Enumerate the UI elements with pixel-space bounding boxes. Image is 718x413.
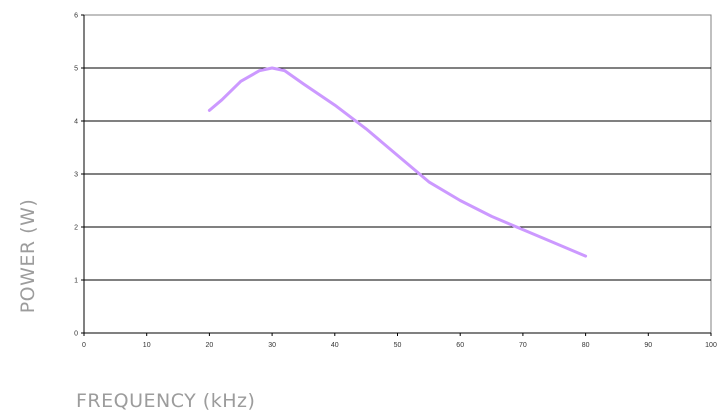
data-point-0-12 — [490, 215, 493, 218]
y-ticks: 0 1 2 3 4 5 6 — [74, 13, 84, 338]
x-tick-label-3: 30 — [268, 342, 276, 349]
data-point-0-4 — [270, 66, 274, 70]
y-tick-label-1: 1 — [74, 278, 78, 285]
data-point-0-15 — [584, 254, 587, 258]
x-tick-label-4: 40 — [331, 342, 339, 349]
data-point-0-7 — [333, 103, 336, 107]
data-point-0-11 — [459, 199, 462, 202]
data-point-0-6 — [302, 82, 305, 86]
x-tick-label-8: 80 — [582, 342, 590, 349]
data-point-0-8 — [364, 127, 368, 131]
data-point-0-13 — [521, 228, 525, 231]
y-tick-label-6: 6 — [74, 13, 78, 20]
series-layer — [207, 66, 588, 258]
x-tick-label-0: 0 — [82, 342, 86, 349]
y-tick-label-2: 2 — [74, 225, 78, 232]
y-tick-label-0: 0 — [74, 331, 78, 338]
data-point-0-14 — [553, 241, 556, 245]
x-tick-label-1: 10 — [143, 342, 151, 349]
y-tick-label-3: 3 — [74, 172, 78, 179]
data-point-0-3 — [258, 69, 261, 72]
x-tick-label-6: 60 — [456, 342, 464, 349]
x-tick-label-9: 90 — [644, 342, 652, 349]
x-tick-label-10: 100 — [705, 342, 717, 349]
grid-lines — [84, 67, 711, 281]
data-point-0-1 — [220, 98, 224, 102]
data-point-0-5 — [283, 69, 286, 72]
data-point-0-10 — [427, 180, 431, 184]
y-tick-label-5: 5 — [74, 66, 78, 73]
x-axis-title: FREQUENCY (kHz) — [76, 390, 255, 412]
series-line-0 — [207, 66, 588, 258]
data-point-0-0 — [208, 109, 211, 112]
x-ticks: 0 10 20 30 40 50 60 70 80 90 100 — [82, 333, 717, 349]
y-tick-label-4: 4 — [74, 119, 78, 126]
y-axis-title: POWER (W) — [17, 199, 39, 314]
x-tick-label-2: 20 — [206, 342, 214, 349]
data-point-0-2 — [239, 80, 242, 83]
x-tick-label-7: 70 — [519, 342, 527, 349]
x-tick-label-5: 50 — [394, 342, 402, 349]
data-point-0-9 — [396, 154, 399, 157]
